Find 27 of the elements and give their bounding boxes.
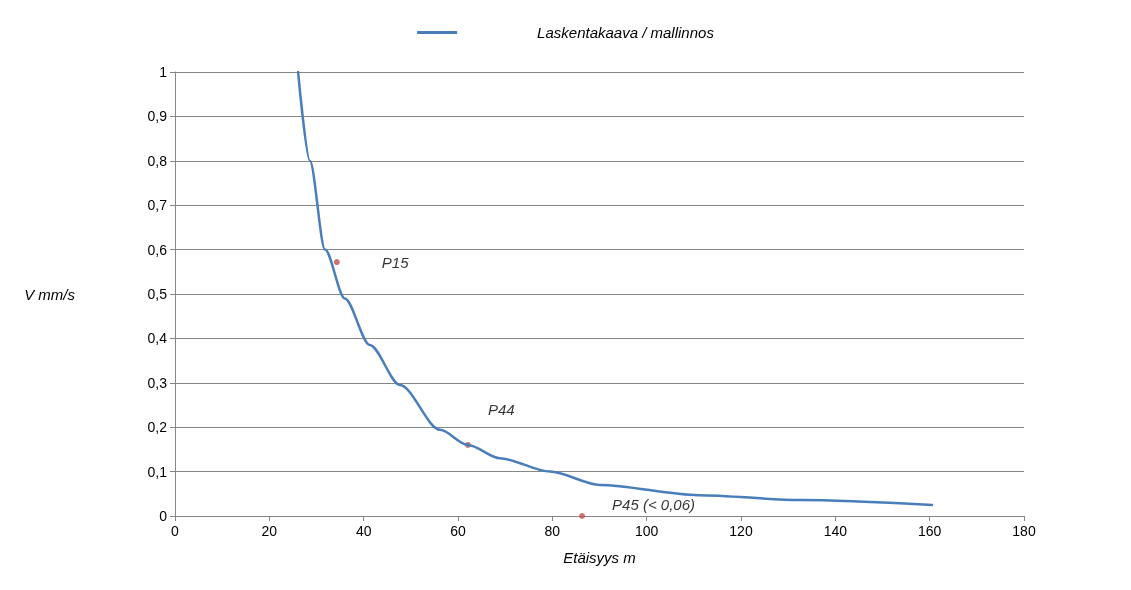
x-tick-label: 120 [729, 523, 753, 539]
annotation: P44 [487, 401, 515, 419]
x-tick-label: 0 [171, 523, 180, 539]
y-tick-label: 0,2 [147, 419, 168, 436]
y-tick-label: 0,4 [147, 330, 168, 347]
y-tick-label: 0,3 [147, 374, 168, 391]
y-tick-label: 0,7 [147, 197, 168, 214]
x-tick-label: 40 [355, 523, 372, 539]
x-tick-label: 140 [823, 523, 848, 539]
y-tick-label: 0 [159, 508, 168, 524]
y-tick-label: 0,8 [147, 152, 168, 169]
y-tick-label: 0,5 [147, 286, 168, 302]
y-tick-label: 0,1 [147, 463, 168, 480]
annotation: P45 (< 0,06) [612, 495, 696, 513]
x-tick-label: 160 [917, 523, 942, 539]
y-axis-title: V mm/s [24, 285, 76, 303]
x-tick-label: 180 [1012, 523, 1036, 539]
x-tick-label: 80 [544, 523, 561, 539]
text: Laskentakaava / mallinnos [537, 24, 715, 41]
y-tick-label: 0,6 [147, 241, 168, 258]
x-tick-label: 100 [634, 523, 659, 539]
y-tick-label: 0,9 [147, 108, 168, 125]
x-tick-label: 20 [261, 523, 278, 539]
y-tick-label: 1 [159, 64, 168, 80]
x-axis-title: Etäisyys m [563, 549, 636, 566]
x-tick-label: 60 [450, 523, 466, 539]
annotation: P15 [381, 253, 410, 271]
